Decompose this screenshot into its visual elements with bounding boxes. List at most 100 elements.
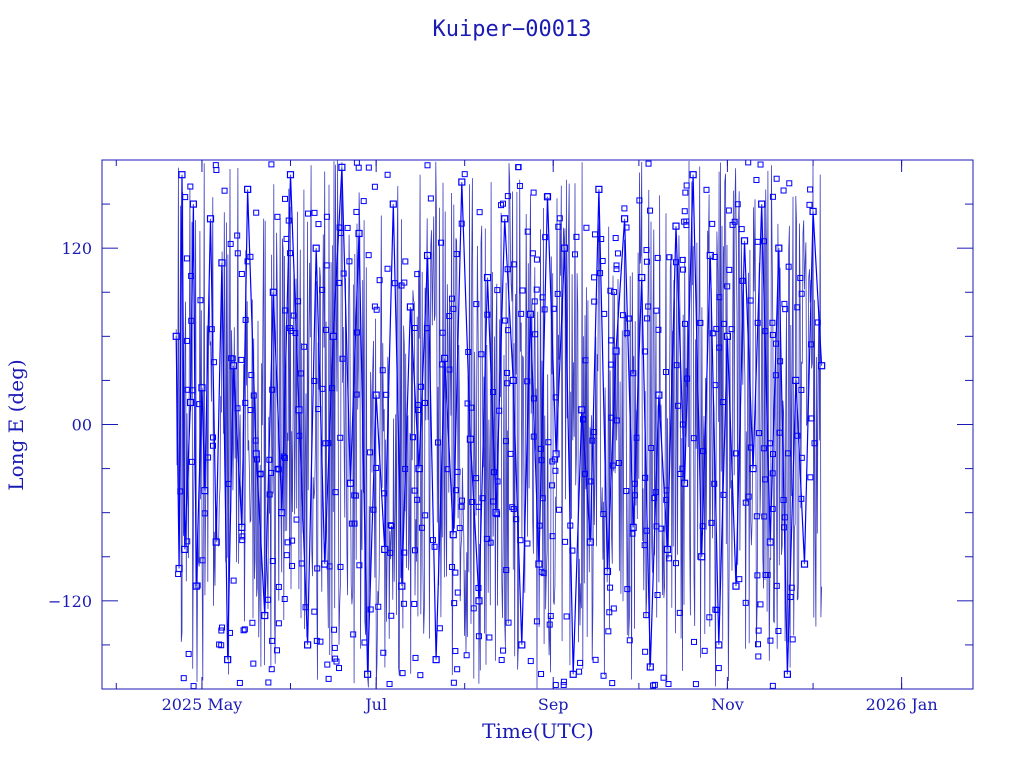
texture-marker bbox=[701, 647, 708, 654]
chart-title: Kuiper−00013 bbox=[433, 17, 592, 42]
texture-marker bbox=[660, 674, 667, 681]
texture-marker bbox=[486, 634, 493, 641]
texture-marker bbox=[700, 448, 707, 455]
texture-marker bbox=[504, 193, 511, 200]
texture-marker bbox=[370, 506, 377, 513]
texture-marker bbox=[709, 220, 716, 227]
texture-marker bbox=[782, 306, 789, 313]
texture-marker bbox=[676, 609, 683, 616]
texture-marker bbox=[376, 277, 383, 284]
texture-marker bbox=[476, 209, 483, 216]
texture-marker bbox=[322, 326, 329, 333]
series-0-point bbox=[295, 406, 303, 414]
texture-marker bbox=[337, 434, 344, 441]
texture-marker bbox=[502, 438, 509, 445]
x-axis: 2025 May Jul Sep Nov 2026 Jan bbox=[115, 160, 938, 714]
texture-marker bbox=[530, 433, 537, 440]
texture-marker bbox=[549, 533, 556, 540]
texture-marker bbox=[775, 627, 782, 634]
texture-marker bbox=[654, 254, 661, 261]
texture-marker bbox=[446, 313, 453, 320]
texture-marker bbox=[431, 543, 438, 550]
texture-marker bbox=[411, 600, 418, 607]
texture-marker bbox=[591, 231, 598, 238]
texture-marker bbox=[510, 506, 517, 513]
texture-marker bbox=[325, 675, 332, 682]
texture-marker bbox=[184, 386, 191, 393]
texture-marker bbox=[188, 458, 195, 465]
texture-marker bbox=[352, 492, 359, 499]
texture-marker bbox=[180, 675, 187, 682]
texture-marker bbox=[361, 639, 368, 646]
series-0-line bbox=[175, 167, 823, 675]
series-0-point bbox=[569, 670, 577, 678]
texture-marker bbox=[465, 348, 472, 355]
texture-marker bbox=[412, 547, 419, 554]
texture-marker bbox=[807, 186, 814, 193]
texture-marker bbox=[658, 525, 665, 532]
series-0-point bbox=[732, 582, 740, 590]
texture-marker bbox=[281, 455, 288, 462]
series-0-point bbox=[441, 354, 449, 362]
texture-marker bbox=[762, 476, 769, 483]
texture-marker bbox=[785, 263, 792, 270]
texture-marker bbox=[268, 666, 275, 673]
series-0-point bbox=[518, 641, 526, 649]
texture-marker bbox=[498, 657, 505, 664]
x-axis-label: Time(UTC) bbox=[482, 719, 594, 743]
series-0-point bbox=[415, 464, 423, 473]
texture-marker bbox=[545, 439, 552, 446]
texture-marker bbox=[311, 608, 318, 615]
x-tick-label: 2026 Jan bbox=[866, 695, 938, 714]
texture-marker bbox=[268, 161, 275, 168]
texture-marker bbox=[725, 207, 732, 214]
texture-marker bbox=[629, 530, 636, 537]
texture-marker bbox=[734, 201, 741, 208]
texture-marker bbox=[531, 298, 538, 305]
texture-marker bbox=[236, 679, 243, 686]
texture-marker bbox=[757, 601, 764, 608]
texture-marker bbox=[282, 307, 289, 314]
texture-marker bbox=[605, 628, 612, 635]
series-0-point bbox=[689, 171, 697, 179]
texture-marker bbox=[384, 265, 391, 272]
series-0-point bbox=[372, 391, 380, 399]
series-0-point bbox=[224, 656, 232, 664]
texture-marker bbox=[546, 621, 553, 628]
texture-marker bbox=[738, 226, 745, 233]
texture-marker bbox=[665, 555, 672, 562]
texture-marker bbox=[324, 661, 331, 668]
texture-marker bbox=[753, 176, 760, 183]
texture-marker bbox=[806, 201, 813, 208]
texture-marker bbox=[780, 187, 787, 194]
y-axis: 120 00 −120 bbox=[48, 159, 973, 690]
texture-marker bbox=[183, 255, 190, 262]
texture-marker bbox=[608, 361, 615, 368]
texture-marker bbox=[739, 277, 746, 284]
texture-marker bbox=[636, 197, 643, 204]
texture-marker bbox=[434, 439, 441, 446]
texture-marker bbox=[665, 681, 672, 688]
series-0-point bbox=[775, 244, 783, 252]
texture-marker bbox=[650, 682, 657, 689]
series-0-point bbox=[212, 538, 220, 546]
texture-marker bbox=[275, 620, 282, 627]
texture-marker bbox=[515, 164, 522, 171]
texture-marker bbox=[587, 478, 594, 485]
texture-marker bbox=[353, 208, 360, 215]
texture-marker bbox=[731, 218, 738, 225]
texture-marker bbox=[475, 633, 482, 640]
x-tick-label: Sep bbox=[538, 695, 569, 714]
texture-marker bbox=[769, 193, 776, 200]
series-0-point bbox=[229, 362, 237, 370]
texture-marker bbox=[326, 563, 333, 570]
series-0-point bbox=[586, 538, 594, 546]
texture-marker bbox=[446, 366, 453, 373]
texture-marker bbox=[356, 562, 363, 569]
texture-marker bbox=[230, 577, 237, 584]
texture-marker bbox=[807, 474, 814, 481]
series-0-point bbox=[501, 215, 509, 223]
series-0-point bbox=[655, 391, 663, 399]
texture-marker bbox=[542, 234, 549, 241]
texture-marker bbox=[761, 513, 768, 520]
